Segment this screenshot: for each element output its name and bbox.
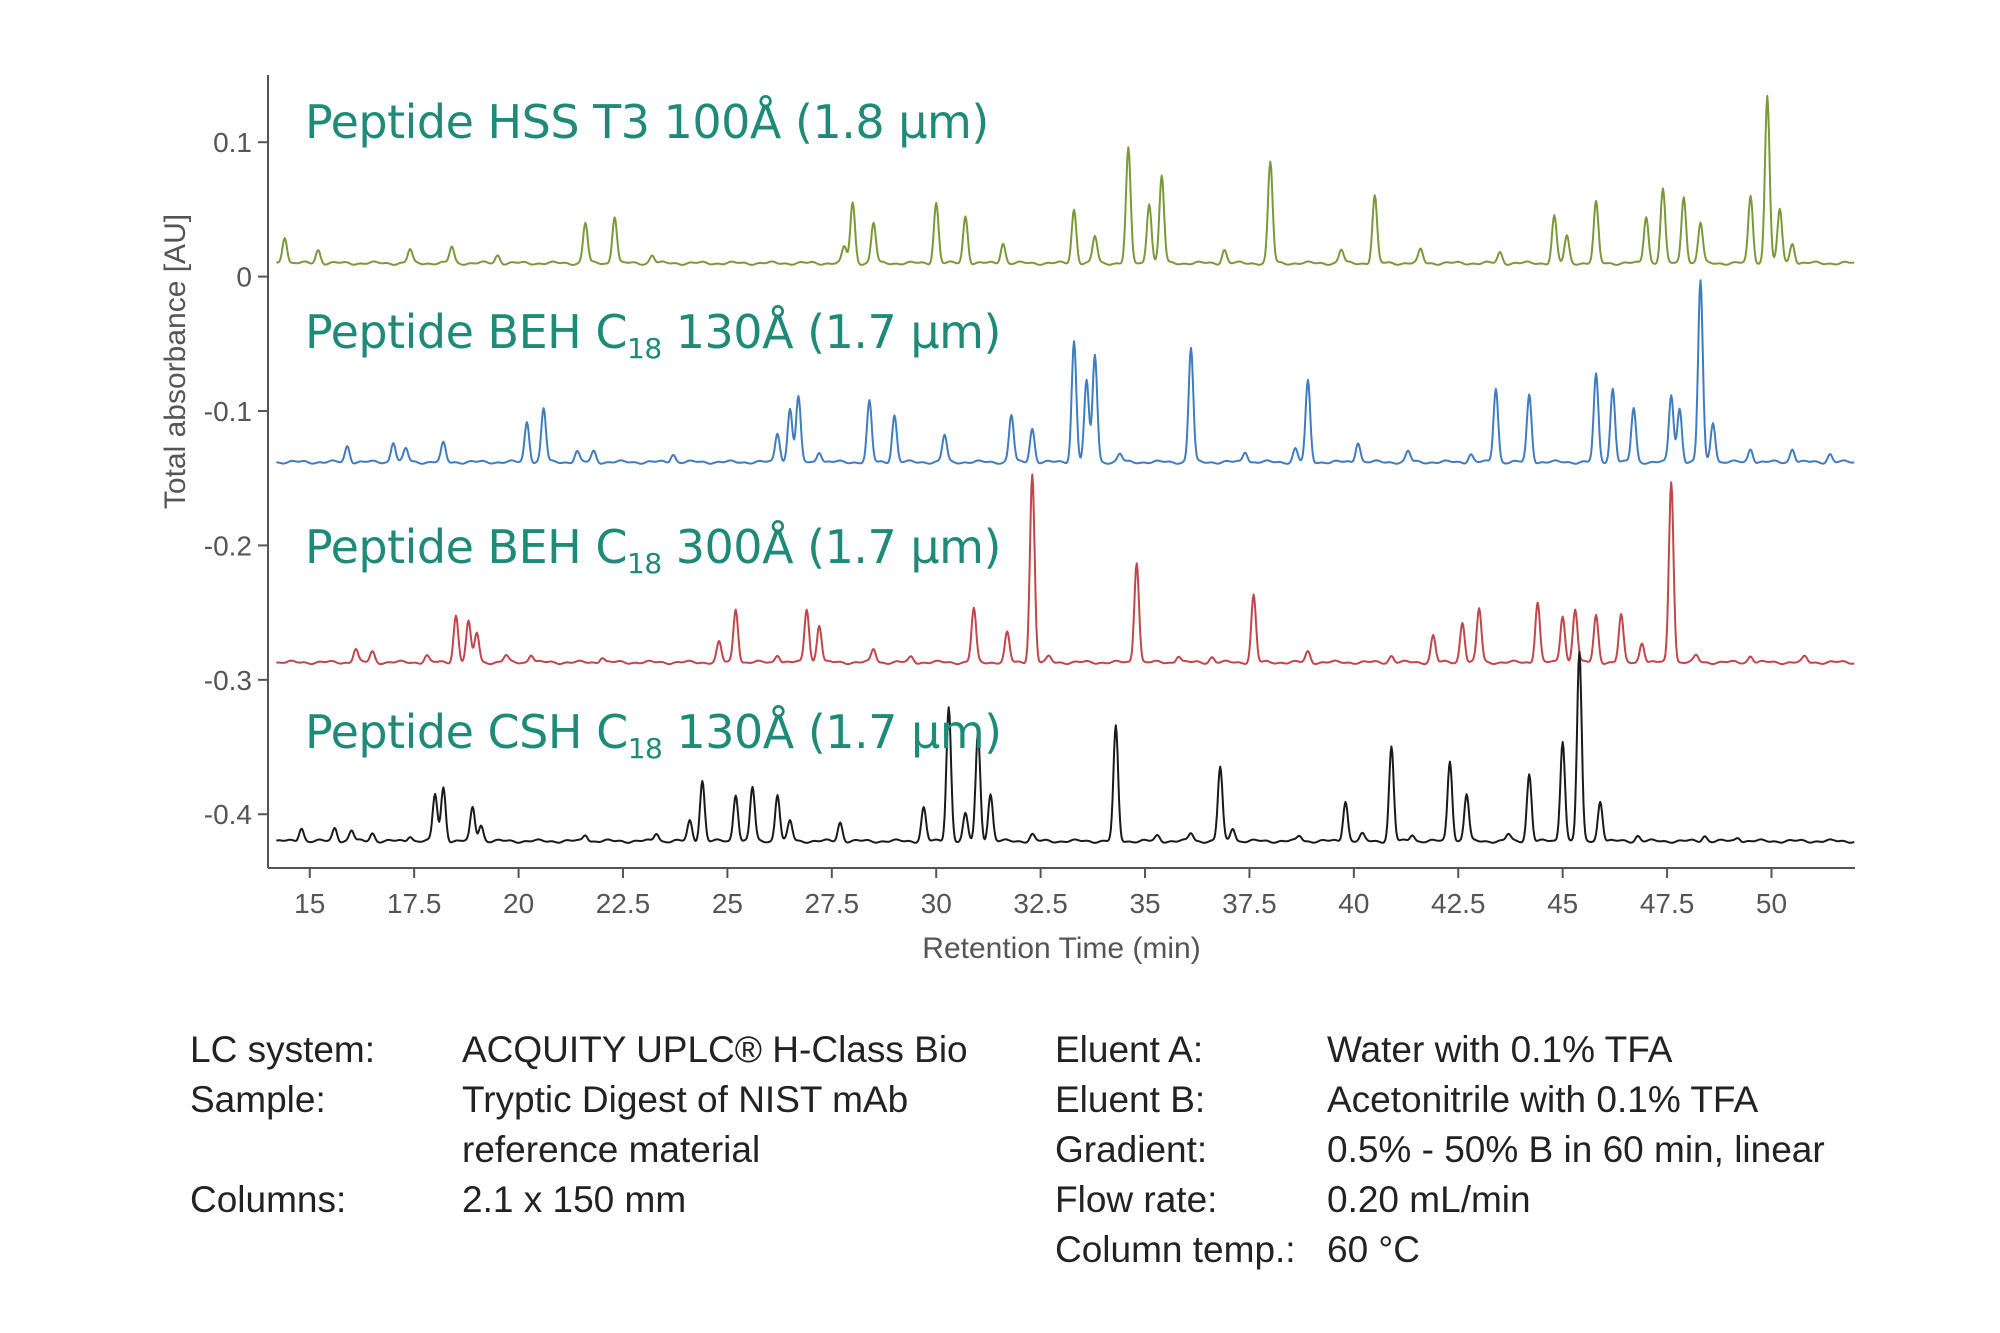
y-tick-label: -0.2 bbox=[204, 530, 252, 561]
param-row: LC system: ACQUITY UPLC® H-Class Bio bbox=[190, 1025, 968, 1075]
trace-label-suffix: 300Å (1.7 µm) bbox=[661, 520, 1002, 574]
param-value-line: Acetonitrile with 0.1% TFA bbox=[1327, 1079, 1759, 1120]
param-value: ACQUITY UPLC® H-Class Bio bbox=[462, 1025, 968, 1075]
x-tick-label: 40 bbox=[1338, 888, 1369, 919]
y-tick-label: 0.1 bbox=[213, 127, 252, 158]
param-row: Sample: Tryptic Digest of NIST mAb referen… bbox=[190, 1075, 968, 1175]
trace-label-1: Peptide HSS T3 100Å (1.8 µm) bbox=[305, 95, 989, 149]
param-key: Column temp.: bbox=[1055, 1229, 1296, 1270]
param-value-line: Water with 0.1% TFA bbox=[1327, 1029, 1673, 1070]
y-tick-label: -0.4 bbox=[204, 799, 252, 830]
param-value: 0.5% - 50% B in 60 min, linear bbox=[1327, 1125, 1825, 1175]
x-tick-label: 25 bbox=[712, 888, 743, 919]
param-key: Eluent A: bbox=[1055, 1029, 1204, 1070]
param-value-line: reference material bbox=[462, 1129, 761, 1170]
param-value: 0.20 mL/min bbox=[1327, 1175, 1825, 1225]
y-tick-label: -0.1 bbox=[204, 396, 252, 427]
param-row: Gradient: 0.5% - 50% B in 60 min, linear bbox=[1055, 1125, 1825, 1175]
param-value-line: ACQUITY UPLC® H-Class Bio bbox=[462, 1029, 968, 1070]
x-tick-label: 45 bbox=[1547, 888, 1578, 919]
param-value-line: Tryptic Digest of NIST mAb bbox=[462, 1079, 909, 1120]
method-params-left: LC system: ACQUITY UPLC® H-Class Bio Sampl… bbox=[190, 1025, 968, 1225]
param-row: Eluent B: Acetonitrile with 0.1% TFA bbox=[1055, 1075, 1825, 1125]
trace-label-subscript: 18 bbox=[627, 547, 662, 581]
param-key: Eluent B: bbox=[1055, 1079, 1206, 1120]
x-tick-label: 42.5 bbox=[1431, 888, 1486, 919]
trace-label-subscript: 18 bbox=[627, 732, 663, 766]
param-key: LC system: bbox=[190, 1029, 376, 1070]
param-row: Column temp.: 60 °C bbox=[1055, 1225, 1825, 1275]
trace-group bbox=[276, 94, 1855, 844]
trace-label-text: Peptide BEH C bbox=[305, 520, 628, 574]
param-key: Gradient: bbox=[1055, 1129, 1208, 1170]
x-tick-label: 35 bbox=[1129, 888, 1160, 919]
param-value: 2.1 x 150 mm bbox=[462, 1175, 968, 1225]
param-value-line: 60 °C bbox=[1327, 1229, 1420, 1270]
trace-label-3: Peptide BEH C18 300Å (1.7 µm) bbox=[305, 520, 1001, 580]
axes-group: 0.1 0 -0.1 -0.2 -0.3 -0.4 15 17.5 20 22.5 25 27.5 30… bbox=[159, 75, 1855, 965]
trace-label-text: Peptide HSS T3 100Å (1.8 µm) bbox=[305, 95, 989, 149]
param-value: Acetonitrile with 0.1% TFA bbox=[1327, 1075, 1825, 1125]
x-tick-label: 22.5 bbox=[596, 888, 651, 919]
y-tick-label: -0.3 bbox=[204, 665, 252, 696]
trace-label-text: Peptide CSH C bbox=[305, 705, 628, 759]
x-tick-label: 30 bbox=[921, 888, 952, 919]
x-tick-label: 27.5 bbox=[805, 888, 860, 919]
trace-label-2: Peptide BEH C18 130Å (1.7 µm) bbox=[305, 305, 1001, 365]
param-row: Flow rate: 0.20 mL/min bbox=[1055, 1175, 1825, 1225]
param-value: Water with 0.1% TFA bbox=[1327, 1025, 1825, 1075]
x-tick-label: 20 bbox=[503, 888, 534, 919]
param-value-line: 0.5% - 50% B in 60 min, linear bbox=[1327, 1129, 1825, 1170]
param-key: Columns: bbox=[190, 1179, 347, 1220]
x-tick-label: 17.5 bbox=[387, 888, 442, 919]
trace-4 bbox=[276, 650, 1855, 844]
x-tick-label: 50 bbox=[1756, 888, 1787, 919]
trace-label-4: Peptide CSH C18 130Å (1.7 µm) bbox=[305, 705, 1002, 765]
x-tick-label: 37.5 bbox=[1222, 888, 1277, 919]
param-value-line: 0.20 mL/min bbox=[1327, 1179, 1531, 1220]
param-value-line: 2.1 x 150 mm bbox=[462, 1179, 687, 1220]
trace-label-text: Peptide BEH C bbox=[305, 305, 628, 359]
trace-label-suffix: 130Å (1.7 µm) bbox=[662, 705, 1002, 759]
x-tick-label: 32.5 bbox=[1013, 888, 1068, 919]
trace-2 bbox=[276, 279, 1855, 465]
y-tick-label: 0 bbox=[236, 262, 252, 293]
trace-label-suffix: 130Å (1.7 µm) bbox=[661, 305, 1002, 359]
y-axis-title: Total absorbance [AU] bbox=[159, 214, 192, 509]
param-value: 60 °C bbox=[1327, 1225, 1825, 1275]
trace-1 bbox=[276, 94, 1855, 266]
chromatogram-chart: 0.1 0 -0.1 -0.2 -0.3 -0.4 15 17.5 20 22.5 25 27.5 30… bbox=[159, 75, 1855, 965]
param-row: Eluent A: Water with 0.1% TFA bbox=[1055, 1025, 1825, 1075]
param-key: Flow rate: bbox=[1055, 1179, 1218, 1220]
trace-3 bbox=[276, 473, 1855, 666]
trace-label-subscript: 18 bbox=[627, 332, 662, 366]
x-tick-label: 15 bbox=[294, 888, 325, 919]
method-params-right: Eluent A: Water with 0.1% TFA Eluent B: Ace… bbox=[1055, 1025, 1825, 1275]
param-key: Sample: bbox=[190, 1079, 326, 1120]
x-tick-label: 47.5 bbox=[1640, 888, 1695, 919]
param-value: Tryptic Digest of NIST mAb reference mate… bbox=[462, 1075, 968, 1175]
x-axis-title: Retention Time (min) bbox=[922, 932, 1200, 965]
param-row: Columns: 2.1 x 150 mm bbox=[190, 1175, 968, 1225]
